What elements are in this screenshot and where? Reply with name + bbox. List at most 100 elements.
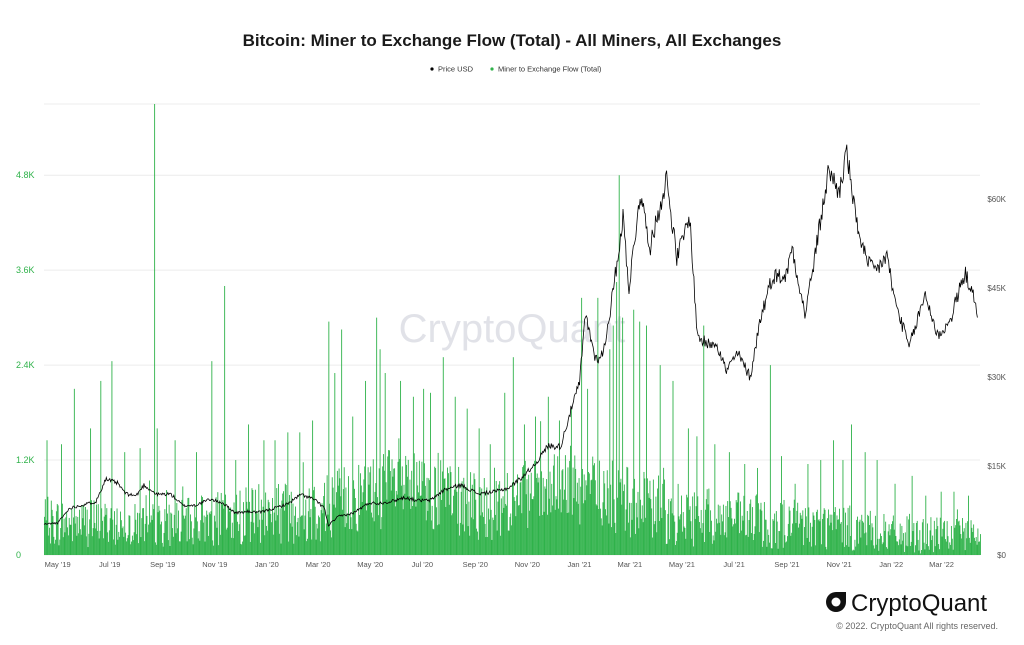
flow-bar — [324, 531, 326, 555]
flow-bar — [582, 468, 583, 555]
flow-bar — [137, 543, 139, 555]
flow-bar — [193, 528, 195, 555]
flow-bar — [775, 511, 777, 555]
flow-bar — [471, 517, 472, 555]
flow-bar — [94, 522, 96, 555]
flow-bar — [739, 533, 741, 555]
y-left-tick: 0 — [16, 550, 21, 560]
flow-bar — [151, 519, 153, 555]
flow-bar — [691, 538, 693, 555]
flow-bar — [666, 543, 668, 555]
flow-bar — [623, 491, 624, 555]
flow-bar — [956, 509, 958, 555]
flow-bar — [729, 501, 731, 555]
flow-bar — [684, 527, 686, 555]
flow-bar — [53, 536, 55, 555]
flow-bar — [557, 456, 559, 555]
flow-bar — [483, 477, 485, 555]
flow-bar — [96, 530, 98, 555]
flow-bar — [610, 484, 612, 555]
flow-bar — [330, 530, 331, 555]
flow-bar — [774, 513, 776, 555]
flow-bar — [455, 489, 457, 555]
flow-bar — [476, 528, 478, 555]
flow-bar — [423, 388, 425, 555]
legend-entry-flow[interactable]: Miner to Exchange Flow (Total) — [490, 65, 602, 74]
flow-bar — [951, 538, 953, 555]
flow-bar — [271, 522, 273, 555]
flow-bar — [873, 545, 875, 555]
flow-bar — [67, 527, 68, 555]
flow-bar — [294, 515, 296, 555]
flow-bar — [202, 522, 204, 555]
flow-bar — [572, 467, 574, 555]
flow-bar — [851, 424, 852, 555]
flow-bar — [311, 539, 313, 555]
flow-bar — [704, 542, 706, 555]
flow-bar — [658, 520, 660, 555]
flow-bar — [393, 468, 395, 555]
flow-bar — [819, 521, 821, 555]
flow-bar — [636, 517, 638, 555]
flow-bar — [835, 529, 837, 555]
flow-bar — [721, 514, 723, 555]
flow-bar — [336, 492, 337, 555]
flow-bar — [559, 489, 561, 555]
flow-bar — [380, 529, 382, 555]
flow-bar — [302, 462, 304, 555]
legend-entry-price[interactable]: Price USD — [430, 65, 474, 74]
flow-bar — [166, 513, 168, 555]
flow-bar — [101, 508, 103, 555]
flow-bar — [165, 521, 167, 555]
flow-bar — [316, 523, 318, 555]
flow-bar — [263, 440, 265, 555]
flow-bar — [265, 492, 267, 555]
x-tick: Jan '22 — [879, 560, 903, 569]
flow-bar — [45, 520, 47, 555]
flow-bar — [520, 481, 522, 555]
legend-flow-marker — [490, 67, 494, 71]
flow-bar — [409, 479, 411, 555]
flow-bar — [395, 490, 397, 555]
flow-bar — [405, 455, 407, 555]
flow-bar — [289, 523, 291, 555]
flow-bar — [163, 532, 165, 555]
flow-bar — [550, 512, 552, 555]
y-right-tick: $45K — [987, 284, 1006, 293]
flow-bar — [201, 497, 203, 555]
flow-bar — [536, 473, 538, 555]
flow-bar — [135, 519, 137, 555]
flow-bar — [290, 491, 292, 555]
flow-bar — [599, 460, 601, 555]
flow-bar — [683, 526, 685, 555]
flow-bar — [439, 495, 441, 555]
flow-bar — [341, 329, 343, 555]
flow-bar — [371, 512, 372, 555]
flow-bar — [571, 514, 573, 555]
flow-bar — [919, 530, 921, 555]
flow-bar — [185, 508, 187, 555]
flow-bar — [649, 480, 651, 555]
flow-bar — [245, 487, 247, 555]
x-tick: Sep '21 — [774, 560, 799, 569]
flow-bar — [930, 517, 932, 555]
flow-bar — [868, 516, 870, 555]
flow-bar — [700, 509, 702, 555]
flow-bar — [288, 541, 290, 555]
flow-bar — [253, 522, 255, 555]
flow-bar — [780, 502, 782, 555]
flow-bar — [628, 522, 630, 555]
flow-bar — [707, 504, 709, 555]
flow-bar — [588, 473, 590, 555]
flow-bar — [839, 523, 841, 555]
flow-bar — [593, 463, 595, 555]
flow-bar — [885, 521, 887, 555]
flow-bar — [769, 542, 770, 555]
flow-bar — [247, 508, 249, 555]
flow-bar — [121, 528, 123, 555]
flow-bar — [806, 537, 808, 555]
flow-bar — [403, 484, 405, 555]
flow-bar — [113, 539, 115, 555]
flow-bar — [273, 512, 275, 555]
flow-bar — [893, 529, 895, 555]
